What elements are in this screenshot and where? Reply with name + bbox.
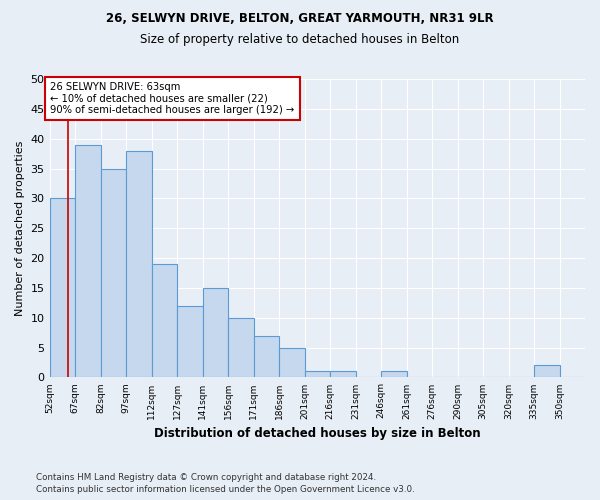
Text: Contains public sector information licensed under the Open Government Licence v3: Contains public sector information licen… — [36, 485, 415, 494]
Text: 26 SELWYN DRIVE: 63sqm
← 10% of detached houses are smaller (22)
90% of semi-det: 26 SELWYN DRIVE: 63sqm ← 10% of detached… — [50, 82, 295, 115]
X-axis label: Distribution of detached houses by size in Belton: Distribution of detached houses by size … — [154, 427, 481, 440]
Bar — [75, 144, 101, 378]
Y-axis label: Number of detached properties: Number of detached properties — [15, 140, 25, 316]
Bar — [50, 198, 75, 378]
Text: 26, SELWYN DRIVE, BELTON, GREAT YARMOUTH, NR31 9LR: 26, SELWYN DRIVE, BELTON, GREAT YARMOUTH… — [106, 12, 494, 26]
Bar — [203, 288, 228, 378]
Bar — [228, 318, 254, 378]
Bar — [126, 150, 152, 378]
Bar — [177, 306, 203, 378]
Bar — [330, 372, 356, 378]
Bar — [381, 372, 407, 378]
Bar — [305, 372, 330, 378]
Bar — [101, 168, 126, 378]
Bar — [279, 348, 305, 378]
Bar — [534, 366, 560, 378]
Text: Size of property relative to detached houses in Belton: Size of property relative to detached ho… — [140, 32, 460, 46]
Text: Contains HM Land Registry data © Crown copyright and database right 2024.: Contains HM Land Registry data © Crown c… — [36, 472, 376, 482]
Bar — [254, 336, 279, 378]
Bar — [152, 264, 177, 378]
